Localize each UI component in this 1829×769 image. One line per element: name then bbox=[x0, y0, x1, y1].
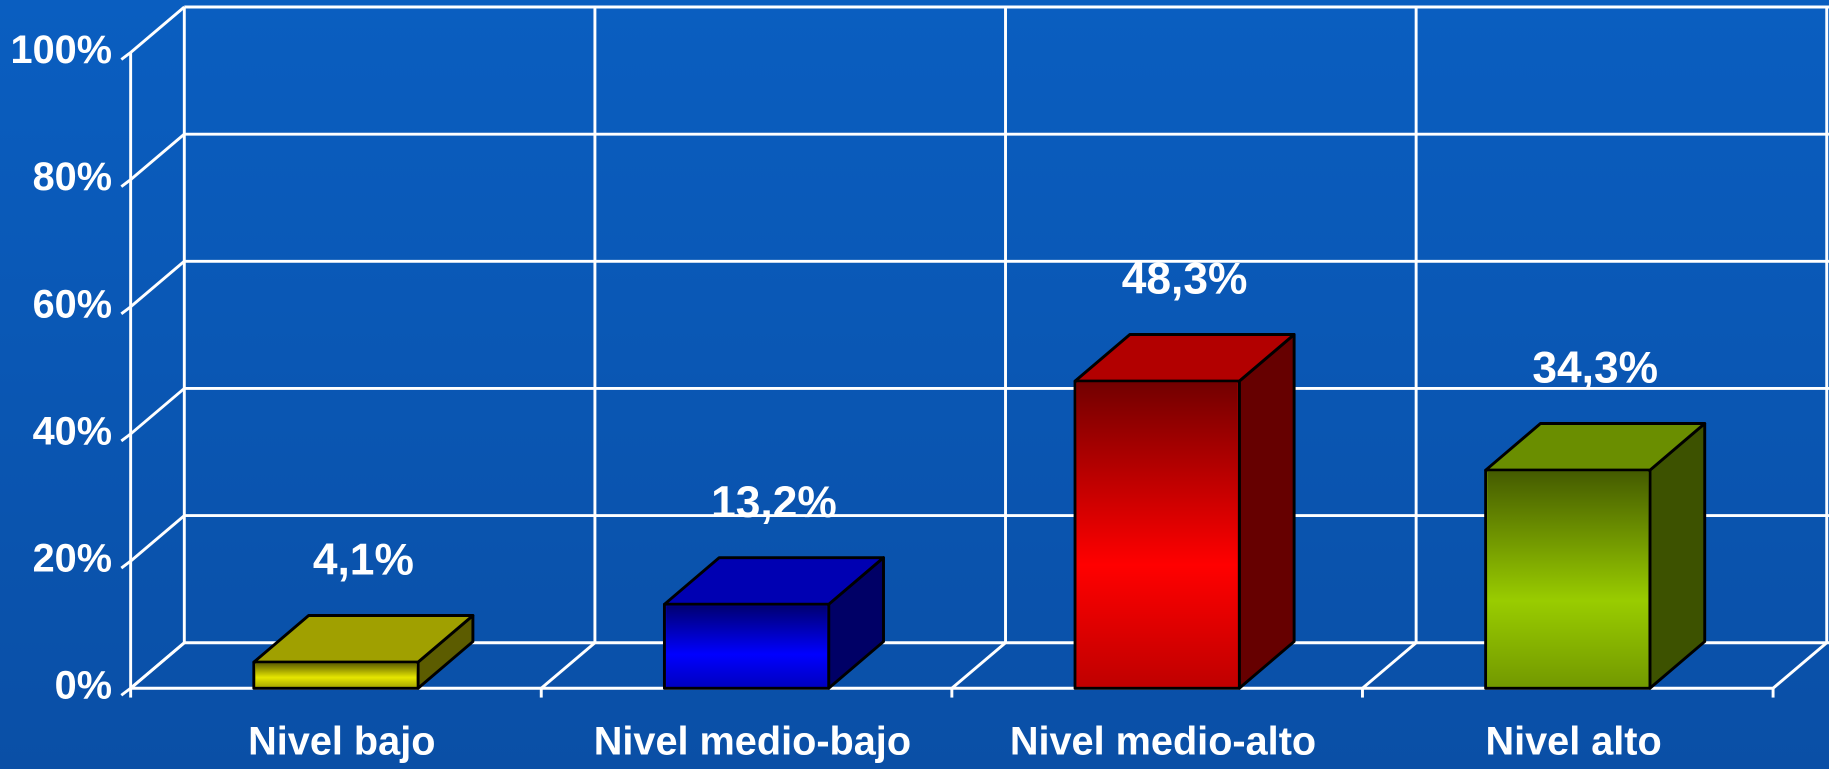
y-tick bbox=[120, 178, 132, 188]
floor-line bbox=[540, 641, 596, 690]
grid-line bbox=[129, 514, 186, 563]
x-tick-label: Nivel medio-bajo bbox=[594, 720, 911, 764]
y-tick bbox=[120, 51, 132, 61]
grid-line bbox=[129, 641, 186, 690]
y-tick-label: 80% bbox=[33, 155, 112, 199]
floor-line bbox=[1361, 641, 1418, 690]
floor-line bbox=[1772, 641, 1828, 690]
grid-line bbox=[129, 133, 186, 181]
bar-shade bbox=[1487, 471, 1649, 687]
y-tick bbox=[120, 432, 132, 443]
value-label: 34,3% bbox=[1532, 344, 1658, 393]
x-tick-label: Nivel medio-alto bbox=[1010, 720, 1316, 764]
y-tick bbox=[120, 687, 132, 697]
value-label: 48,3% bbox=[1122, 255, 1248, 304]
bar-top-shade bbox=[664, 557, 884, 605]
x-tick-label: Nivel bajo bbox=[248, 720, 435, 764]
grid-line bbox=[129, 260, 186, 308]
bar-side-shade bbox=[418, 615, 473, 689]
y-tick-label: 40% bbox=[33, 409, 112, 453]
value-label: 4,1% bbox=[313, 536, 414, 585]
bar-side-shade bbox=[1239, 334, 1295, 689]
bar-shade bbox=[1076, 382, 1238, 687]
x-tick-label: Nivel alto bbox=[1485, 720, 1661, 764]
grid-line bbox=[129, 387, 186, 436]
bar-top-shade bbox=[1075, 334, 1295, 382]
y-tick-label: 20% bbox=[33, 537, 112, 581]
y-tick-label: 0% bbox=[55, 664, 112, 708]
y-tick-label: 60% bbox=[33, 282, 112, 326]
floor-line bbox=[950, 641, 1007, 690]
value-label: 13,2% bbox=[711, 478, 837, 527]
y-tick-label: 100% bbox=[11, 28, 112, 72]
bar-side-shade bbox=[1649, 423, 1705, 689]
bar-side-shade bbox=[828, 557, 884, 689]
bar-top-shade bbox=[253, 615, 473, 663]
bar-shade bbox=[255, 663, 417, 687]
y-tick bbox=[120, 305, 132, 315]
bar-top-shade bbox=[1485, 423, 1705, 471]
grid-line bbox=[129, 5, 186, 54]
y-tick bbox=[120, 559, 132, 570]
plot: 0% 20% 40% 60% 80% 100% Nivel bajo 4,1% Nivel me… bbox=[11, 5, 1829, 764]
bar-shade bbox=[666, 606, 827, 687]
